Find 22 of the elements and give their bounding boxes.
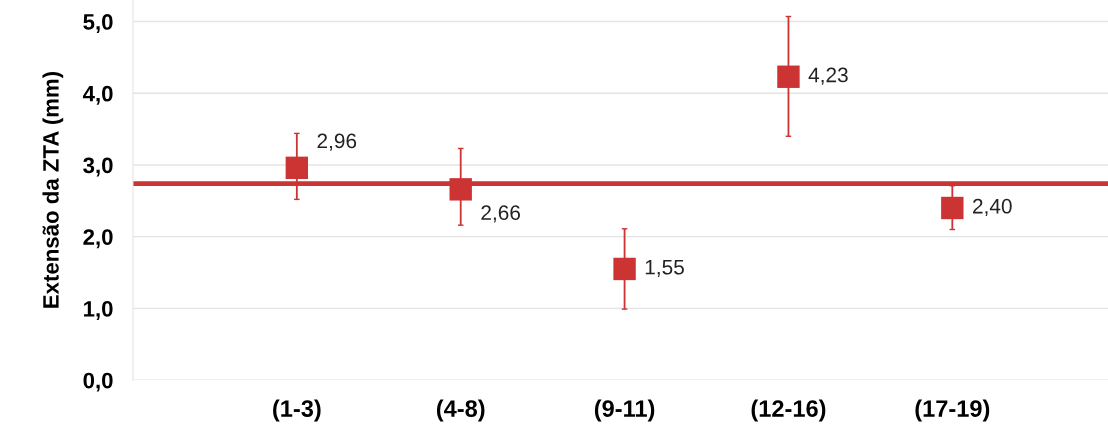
point	[777, 65, 800, 88]
x-tick-label: (17-19)	[915, 399, 990, 422]
point	[613, 257, 636, 281]
y-tick-label: 4,0	[82, 85, 113, 105]
x-tick-label: (9-11)	[594, 399, 655, 422]
y-tick-label: 2,0	[83, 229, 113, 249]
data-label: 4,23	[808, 67, 848, 85]
y-tick-label: 5,0	[83, 14, 113, 34]
y-tick-label: 0,0	[83, 372, 113, 392]
x-tick-label: (12-16)	[751, 399, 826, 422]
x-tick-label: (4-8)	[436, 399, 485, 422]
y-axis-title: Extensão da ZTA (mm)	[42, 72, 64, 308]
x-tick-label: (1-3)	[273, 399, 321, 422]
point	[449, 178, 472, 201]
y-tick-label: 3,0	[83, 157, 113, 177]
point	[941, 196, 964, 220]
point	[285, 156, 309, 180]
data-label: 2,40	[973, 198, 1012, 217]
data-label: 2,96	[317, 133, 357, 151]
y-tick-label: 1,0	[84, 300, 113, 320]
data-label: 2,66	[481, 205, 520, 223]
data-label: 1,55	[645, 260, 684, 278]
